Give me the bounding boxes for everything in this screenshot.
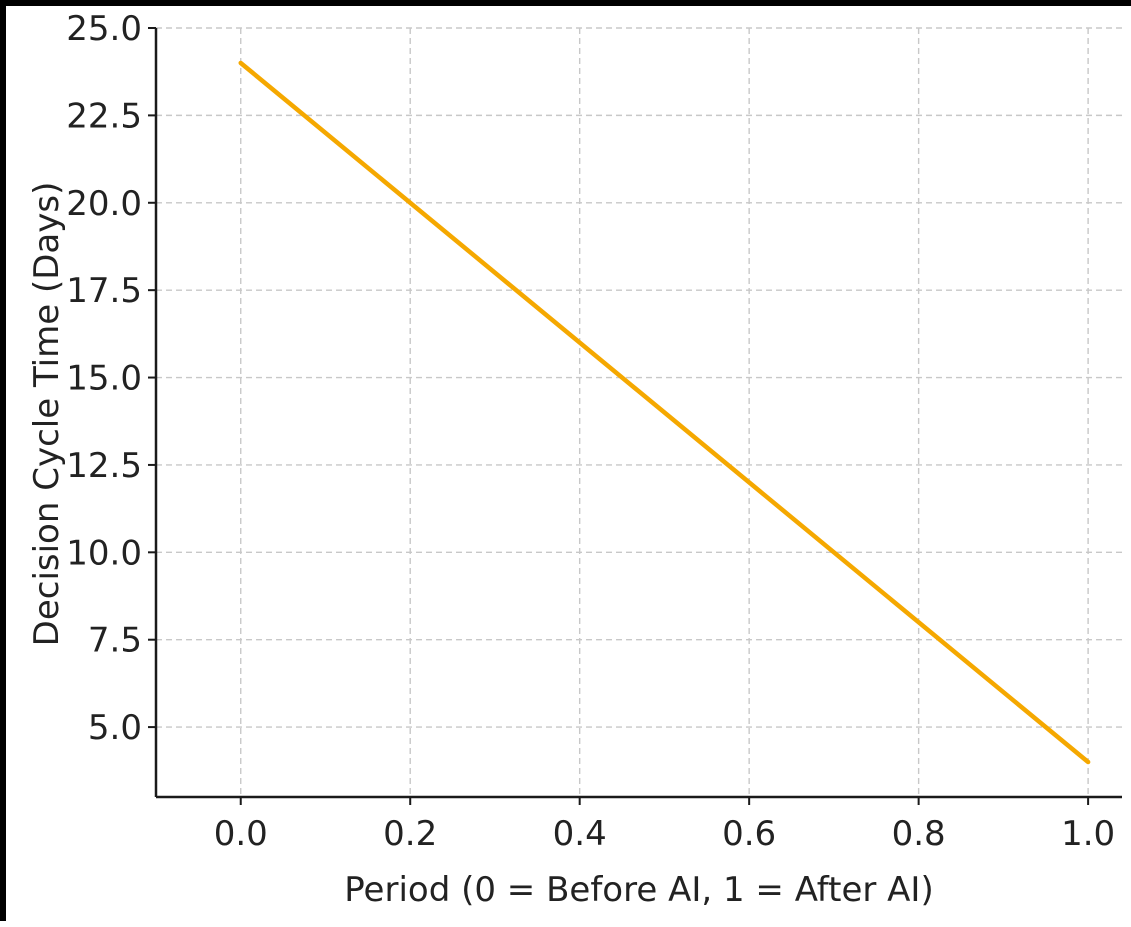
y-tick-label-6: 20.0 [66, 184, 142, 224]
x-tick-label-4: 0.8 [892, 814, 946, 854]
x-tick-label-1: 0.2 [383, 814, 437, 854]
line-chart: 0.0 0.2 0.4 0.6 0.8 1.0 5.0 7.5 10.0 12.5 15.0 17.5… [27, 9, 1122, 910]
y-axis-label: Decision Cycle Time (Days) [27, 182, 67, 647]
series-layer [238, 60, 1091, 765]
axes [154, 28, 1122, 799]
grid [156, 27, 1122, 797]
y-tick-label-3: 12.5 [66, 446, 142, 486]
y-tick-label-5: 17.5 [66, 271, 142, 311]
x-tick-label-0: 0.0 [214, 814, 268, 854]
y-tick-label-1: 7.5 [88, 621, 142, 661]
y-tick-label-4: 15.0 [66, 359, 142, 399]
y-tick-label-8: 25.0 [66, 9, 142, 49]
series-line-0 [238, 60, 1091, 765]
x-tick-label-5: 1.0 [1061, 814, 1115, 854]
y-tick-label-7: 22.5 [66, 96, 142, 136]
y-tick-label-0: 5.0 [88, 708, 142, 748]
ticks: 0.0 0.2 0.4 0.6 0.8 1.0 5.0 7.5 10.0 12.5 15.0 17.5… [66, 9, 1115, 854]
x-axis-label: Period (0 = Before AI, 1 = After AI) [344, 870, 933, 910]
x-tick-label-3: 0.6 [722, 814, 776, 854]
y-tick-label-2: 10.0 [66, 533, 142, 573]
x-tick-label-2: 0.4 [553, 814, 607, 854]
